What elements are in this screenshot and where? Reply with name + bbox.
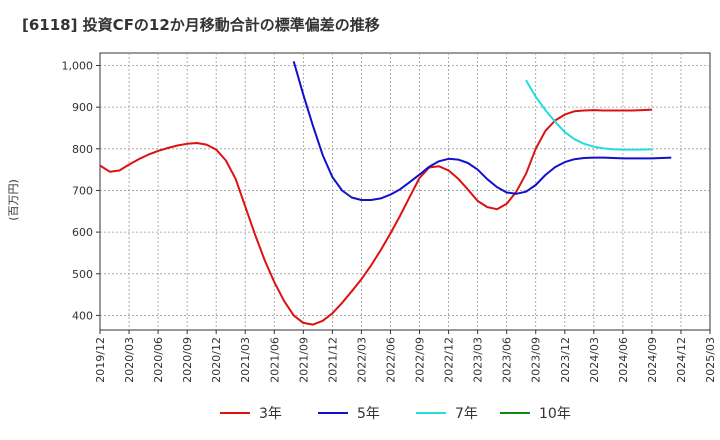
x-tick-label: 2021/09 (297, 337, 310, 383)
y-axis-label: (百万円) (7, 179, 20, 221)
y-tick-label: 400 (72, 309, 93, 322)
grid (100, 53, 710, 330)
x-tick-label: 2021/03 (239, 337, 252, 383)
series-line (525, 79, 652, 151)
x-tick-label: 2024/09 (646, 337, 659, 383)
x-tick-label: 2024/06 (617, 337, 630, 383)
y-tick-label: 900 (72, 101, 93, 114)
x-tick-label: 2020/09 (181, 337, 194, 383)
x-tick-label: 2020/06 (152, 337, 165, 383)
x-tick-label: 2020/03 (123, 337, 136, 383)
series-line (292, 61, 672, 201)
x-tick-label: 2023/03 (472, 337, 485, 383)
y-tick-label: 800 (72, 143, 93, 156)
legend-label: 10年 (539, 406, 571, 422)
x-tick-label: 2019/12 (94, 337, 107, 383)
y-tick-label: 500 (72, 268, 93, 281)
x-tick-label: 2024/12 (675, 337, 688, 383)
x-tick-label: 2023/06 (501, 337, 514, 383)
x-tick-label: 2024/03 (588, 337, 601, 383)
chart-title: [6118] 投資CFの12か月移動合計の標準偏差の推移 (22, 16, 380, 34)
legend-label: 3年 (259, 406, 282, 422)
legend-label: 7年 (455, 406, 478, 422)
x-tick-label: 2023/09 (530, 337, 543, 383)
y-tick-label: 600 (72, 226, 93, 239)
y-tick-label: 700 (72, 184, 93, 197)
x-tick-label: 2022/06 (384, 337, 397, 383)
x-tick-label: 2022/03 (355, 337, 368, 383)
x-tick-label: 2020/12 (210, 337, 223, 383)
plot-area (99, 52, 711, 331)
legend-label: 5年 (357, 406, 380, 422)
x-tick-label: 2022/12 (443, 337, 456, 383)
series-line (99, 108, 652, 326)
x-tick-label: 2021/06 (268, 337, 281, 383)
x-tick-label: 2022/09 (414, 337, 427, 383)
x-tick-label: 2025/03 (704, 337, 717, 383)
x-axis: 2019/12 2020/03 2020/06 2020/09 2020/12 2021/… (94, 330, 717, 383)
series-lines (99, 61, 672, 326)
legend: 3年 5年 7年 10年 (220, 406, 571, 422)
x-tick-label: 2021/12 (326, 337, 339, 383)
x-tick-label: 2023/12 (559, 337, 572, 383)
y-tick-label: 1,000 (62, 59, 94, 72)
y-axis: 400 500 600 700 800 900 1,000 (62, 59, 100, 322)
